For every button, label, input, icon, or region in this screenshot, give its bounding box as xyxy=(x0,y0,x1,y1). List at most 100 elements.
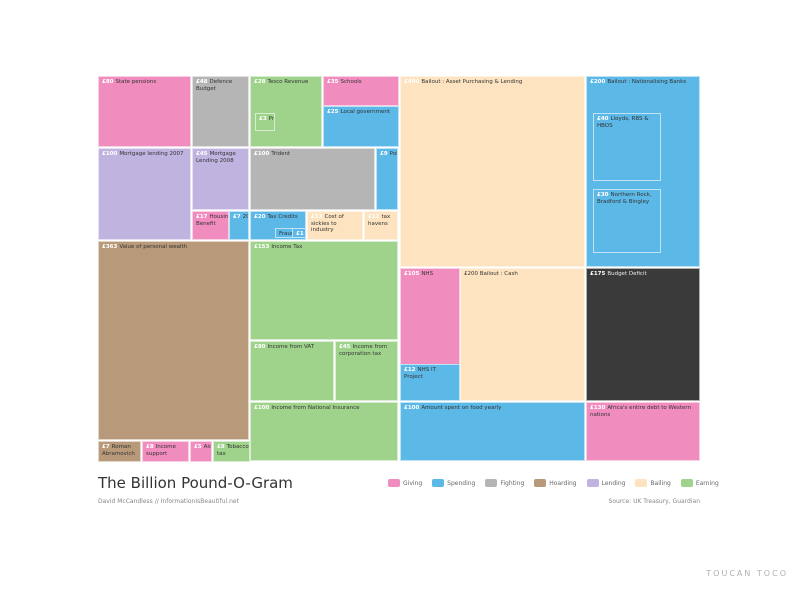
tile-label: Income Tax xyxy=(271,244,303,250)
tile-value: £7 xyxy=(102,444,110,450)
treemap-tile: £200 Bailout : Cash xyxy=(460,268,585,401)
treemap-tile: £17Housing Benefit xyxy=(192,211,229,240)
treemap: £80 State pensions £48 Defence Budget £28 Tes… xyxy=(98,76,700,462)
tile-value: £130 xyxy=(590,405,606,411)
tile-label: Fraud xyxy=(279,231,293,237)
treemap-tile: £8 Tobacco tax xyxy=(213,441,250,462)
treemap-tile: £400 Bailout : Asset Purchasing & Lending xyxy=(400,76,585,267)
treemap-tile: £100 Mortgage lending 2007 xyxy=(98,148,191,240)
tile-label: Tax Credits xyxy=(267,214,298,220)
tile-value: £35 xyxy=(327,79,339,85)
treemap-tile: £100 Income from National Insurance xyxy=(250,402,398,461)
treemap-tile: £7 Roman Abramovich xyxy=(98,441,141,462)
tile-value: £153 xyxy=(254,244,270,250)
tile-label: Mortgage Lending 2008 xyxy=(196,151,236,164)
tile-label: £200 Bailout : Cash xyxy=(464,271,518,277)
legend-swatch xyxy=(485,479,498,487)
legend-label: Giving xyxy=(403,479,423,487)
tile-label: Budget Deficit xyxy=(607,271,647,277)
treemap-tile: £3Profits xyxy=(255,113,275,131)
tile-value: £17 xyxy=(196,214,208,220)
tile-value: £3 xyxy=(259,116,267,122)
legend-item: Giving xyxy=(388,479,422,487)
treemap-tile: £72012 xyxy=(229,211,249,240)
tile-label: Income from VAT xyxy=(267,344,315,350)
tile-value: £13 xyxy=(311,214,323,220)
tile-label: NHS xyxy=(421,271,434,277)
tile-value: £400 xyxy=(404,79,420,85)
tile-label: Value of personal wealth xyxy=(119,244,188,250)
tile-value: £12 xyxy=(368,214,380,220)
tile-label: Police xyxy=(389,151,398,157)
treemap-tile: £9Police xyxy=(376,148,398,210)
treemap-tile: £130 Africa's entire debt to Western nati… xyxy=(586,402,700,461)
tile-value: £363 xyxy=(102,244,118,250)
tile-label: Tobacco tax xyxy=(217,444,249,457)
tile-value: £30 xyxy=(597,192,609,198)
legend-item: Spending xyxy=(432,479,475,487)
treemap-tile: £153 Income Tax xyxy=(250,241,398,340)
treemap-tile: Fraud xyxy=(275,228,293,238)
tile-value: £25 xyxy=(327,109,339,115)
tile-value: £1 xyxy=(296,231,304,237)
tile-value: £20 xyxy=(254,214,266,220)
tile-label: Lloyds, RBS & HBOS xyxy=(597,116,649,129)
tile-value: £100 xyxy=(254,405,270,411)
tile-value: £80 xyxy=(102,79,114,85)
tile-label: Aid xyxy=(203,444,212,450)
legend-label: Hoarding xyxy=(549,479,577,487)
tile-label: Income from National Insurance xyxy=(271,405,360,411)
treemap-tile: £80 State pensions xyxy=(98,76,191,147)
legend-label: Fighting xyxy=(500,479,525,487)
tile-label: Bailout : Nationalising Banks xyxy=(607,79,687,85)
treemap-tile: £8 Income support xyxy=(142,441,189,462)
legend-label: Spending xyxy=(447,479,476,487)
treemap-tile: £48 Defence Budget xyxy=(192,76,249,147)
treemap-tile: £35 Schools xyxy=(323,76,399,106)
treemap-tile: £40 Lloyds, RBS & HBOS xyxy=(593,113,661,181)
legend-item: Fighting xyxy=(485,479,524,487)
tile-value: £45 xyxy=(196,151,208,157)
tile-value: £100 xyxy=(404,405,420,411)
legend-swatch xyxy=(432,479,445,487)
tile-value: £7 xyxy=(233,214,241,220)
tile-value: £100 xyxy=(254,151,270,157)
treemap-tile: £100 Amount spent on food yearly xyxy=(400,402,585,461)
tile-label: Bailout : Asset Purchasing & Lending xyxy=(421,79,523,85)
tile-value: £105 xyxy=(404,271,420,277)
tile-label: Amount spent on food yearly xyxy=(421,405,502,411)
tile-label: State pensions xyxy=(115,79,157,85)
treemap-tile: £80 Income from VAT xyxy=(250,341,334,401)
treemap-tile: £5 Aid xyxy=(190,441,212,462)
legend-label: Bailing xyxy=(650,479,671,487)
treemap-tile: £13 Cost of sickies to industry xyxy=(307,211,363,240)
treemap-tile: £100 Trident xyxy=(250,148,375,210)
treemap-tile: £12 tax havens xyxy=(364,211,398,240)
tile-value: £28 xyxy=(254,79,266,85)
tile-label: Africa's entire debt to Western nations xyxy=(590,405,692,418)
legend-item: Earning xyxy=(680,479,719,487)
legend-item: Hoarding xyxy=(534,479,577,487)
treemap-tile: £30 Northern Rock, Bradford & Bingley xyxy=(593,189,661,253)
tile-value: £80 xyxy=(254,344,266,350)
legend-label: Lending xyxy=(601,479,626,487)
tile-label: Tesco Revenue xyxy=(267,79,309,85)
treemap-tile: £363 Value of personal wealth xyxy=(98,241,249,440)
treemap-tile: £25 Local government xyxy=(323,106,399,147)
tile-value: £5 xyxy=(194,444,202,450)
tile-label: Roman Abramovich xyxy=(102,444,135,457)
tile-value: £9 xyxy=(380,151,388,157)
tile-label: NHS IT Project xyxy=(404,367,436,380)
treemap-tile: £1 xyxy=(292,228,306,238)
tile-label: 2012 xyxy=(242,214,249,220)
tile-value: £8 xyxy=(146,444,154,450)
tile-label: Defence Budget xyxy=(196,79,233,92)
tile-value: £40 xyxy=(597,116,609,122)
tile-label: Income from corporation tax xyxy=(339,344,388,357)
tile-value: £175 xyxy=(590,271,606,277)
chart-byline: David McCandless // InformationIsBeautif… xyxy=(98,498,239,505)
treemap-tile: £12 NHS IT Project xyxy=(400,364,460,401)
tile-label: Trident xyxy=(271,151,291,157)
tile-value: £48 xyxy=(196,79,208,85)
treemap-tile: £45 Mortgage Lending 2008 xyxy=(192,148,249,210)
